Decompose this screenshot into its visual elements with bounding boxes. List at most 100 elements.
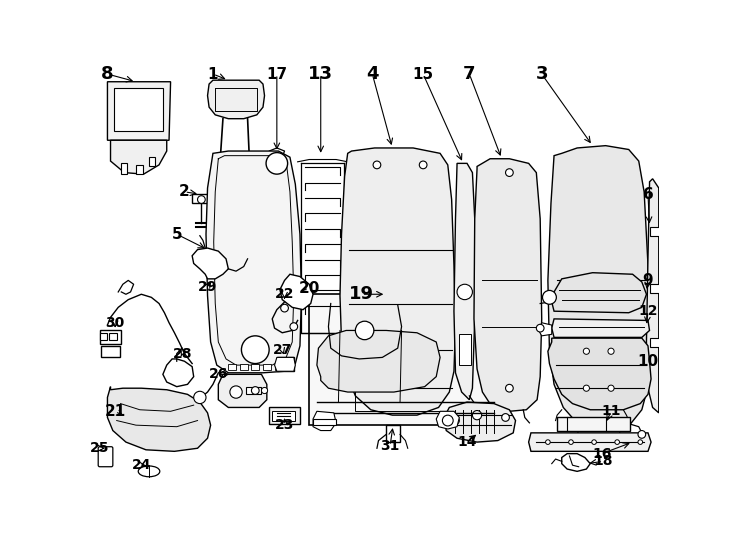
- Polygon shape: [444, 402, 515, 442]
- Text: 6: 6: [642, 187, 653, 201]
- Bar: [192, 194, 209, 204]
- Circle shape: [457, 284, 473, 300]
- Circle shape: [230, 386, 242, 398]
- Circle shape: [608, 385, 614, 392]
- Circle shape: [506, 168, 513, 177]
- Polygon shape: [208, 80, 264, 119]
- Circle shape: [419, 161, 427, 169]
- Circle shape: [537, 325, 544, 332]
- Text: 10: 10: [637, 354, 658, 369]
- Ellipse shape: [138, 466, 160, 477]
- Circle shape: [266, 153, 288, 174]
- Circle shape: [506, 384, 513, 392]
- Text: 5: 5: [172, 227, 182, 242]
- Circle shape: [584, 385, 589, 392]
- Polygon shape: [548, 338, 651, 410]
- Polygon shape: [100, 333, 107, 340]
- Polygon shape: [436, 411, 459, 429]
- Text: 29: 29: [198, 280, 217, 294]
- Text: 15: 15: [413, 66, 434, 82]
- Polygon shape: [548, 146, 650, 430]
- Bar: [650, 226, 665, 236]
- Bar: [650, 284, 665, 294]
- Text: 28: 28: [172, 347, 192, 361]
- Polygon shape: [317, 330, 440, 392]
- Text: 31: 31: [380, 439, 400, 453]
- Bar: [459, 334, 471, 365]
- Text: 11: 11: [601, 404, 621, 418]
- Bar: [277, 357, 294, 372]
- Circle shape: [638, 430, 646, 438]
- Polygon shape: [136, 165, 143, 174]
- Text: 20: 20: [299, 281, 320, 295]
- Bar: [269, 408, 300, 424]
- Polygon shape: [149, 157, 155, 166]
- Text: 14: 14: [457, 435, 477, 449]
- Polygon shape: [454, 164, 475, 400]
- Polygon shape: [275, 357, 295, 372]
- Polygon shape: [163, 359, 194, 387]
- Bar: [101, 346, 120, 357]
- Polygon shape: [528, 433, 651, 451]
- Circle shape: [241, 336, 269, 363]
- Circle shape: [615, 440, 619, 444]
- Text: 9: 9: [643, 273, 653, 288]
- Polygon shape: [340, 148, 456, 415]
- Bar: [240, 363, 247, 370]
- Circle shape: [542, 291, 556, 304]
- Circle shape: [373, 161, 381, 169]
- Bar: [263, 363, 271, 370]
- Polygon shape: [647, 179, 659, 413]
- Text: 25: 25: [90, 441, 109, 455]
- Bar: [650, 338, 665, 347]
- Text: 1: 1: [208, 66, 218, 82]
- Circle shape: [592, 440, 597, 444]
- Text: 12: 12: [639, 304, 658, 318]
- Text: 19: 19: [349, 285, 374, 303]
- Bar: [309, 294, 498, 425]
- Bar: [313, 419, 336, 425]
- Text: 23: 23: [275, 418, 294, 432]
- Circle shape: [569, 440, 573, 444]
- Circle shape: [194, 392, 206, 403]
- Bar: [100, 330, 121, 345]
- Text: 21: 21: [104, 404, 126, 419]
- Bar: [272, 411, 295, 421]
- Text: 17: 17: [266, 66, 288, 82]
- Polygon shape: [114, 88, 163, 131]
- Polygon shape: [218, 374, 267, 408]
- Circle shape: [290, 323, 297, 330]
- Circle shape: [443, 415, 453, 426]
- Circle shape: [280, 304, 288, 312]
- Polygon shape: [107, 82, 170, 140]
- Circle shape: [197, 195, 206, 204]
- Polygon shape: [109, 333, 117, 340]
- Circle shape: [261, 387, 268, 394]
- Bar: [557, 417, 631, 431]
- Polygon shape: [474, 159, 542, 411]
- Circle shape: [608, 348, 614, 354]
- Text: 13: 13: [308, 65, 333, 83]
- Text: 4: 4: [366, 65, 379, 83]
- Polygon shape: [280, 274, 313, 309]
- Bar: [246, 387, 261, 394]
- Circle shape: [584, 348, 589, 354]
- Text: 22: 22: [275, 287, 294, 301]
- Circle shape: [252, 387, 259, 394]
- FancyBboxPatch shape: [98, 447, 113, 467]
- Bar: [252, 363, 259, 370]
- Text: 8: 8: [101, 65, 114, 83]
- Polygon shape: [111, 140, 167, 174]
- Polygon shape: [539, 323, 552, 336]
- Bar: [228, 363, 236, 370]
- Polygon shape: [562, 454, 590, 471]
- Circle shape: [638, 440, 642, 444]
- Text: 24: 24: [131, 458, 151, 472]
- Text: 3: 3: [536, 65, 548, 83]
- Circle shape: [501, 414, 509, 421]
- Text: 27: 27: [272, 343, 292, 357]
- Text: 2: 2: [179, 184, 190, 199]
- Polygon shape: [107, 387, 211, 451]
- Text: 26: 26: [208, 367, 228, 381]
- Bar: [275, 363, 283, 370]
